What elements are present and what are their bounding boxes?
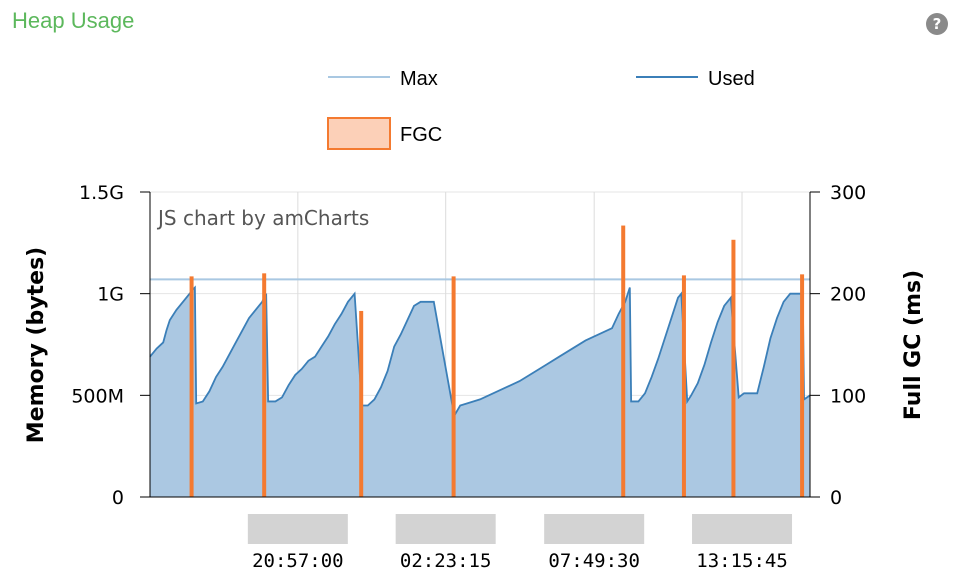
legend-used-label[interactable]: Used bbox=[708, 68, 755, 90]
plot-area bbox=[149, 225, 811, 498]
chart-legend: Max Used FGC bbox=[327, 68, 755, 150]
series-used-line[interactable] bbox=[149, 285, 811, 419]
x-tick-date-redacted bbox=[692, 514, 793, 544]
fgc-bar[interactable] bbox=[621, 225, 626, 498]
series-used-area bbox=[150, 287, 810, 497]
x-tick-label: 20:57:00 bbox=[252, 550, 344, 572]
x-tick-date-redacted bbox=[395, 514, 496, 544]
legend-fgc-label[interactable]: FGC bbox=[400, 124, 442, 146]
fgc-bar[interactable] bbox=[800, 274, 805, 497]
fgc-bar[interactable] bbox=[189, 276, 194, 497]
y-left-tick-label: 0 bbox=[112, 487, 124, 509]
question-circle-icon[interactable]: ? bbox=[926, 13, 948, 35]
y-left-tick-label: 1G bbox=[97, 284, 124, 306]
y-left-axis-title: Memory (bytes) bbox=[24, 247, 49, 443]
panel-title: Heap Usage bbox=[12, 8, 135, 33]
y-right-axis-title: Full GC (ms) bbox=[901, 270, 926, 420]
chart-credit[interactable]: JS chart by amCharts bbox=[156, 206, 369, 230]
y-right-tick-label: 0 bbox=[830, 487, 842, 509]
fgc-bar[interactable] bbox=[731, 239, 736, 498]
x-tick-label: 02:23:15 bbox=[400, 550, 492, 572]
legend-fgc-swatch[interactable] bbox=[327, 117, 391, 150]
fgc-bar[interactable] bbox=[681, 275, 686, 497]
fgc-bar[interactable] bbox=[451, 276, 456, 497]
y-left-tick-label: 1.5G bbox=[79, 182, 124, 204]
x-tick-date-redacted bbox=[247, 514, 348, 544]
chart-axes: 0 500M 1G 1.5G 0 100 200 300 20:57:00 02:23:15 07:… bbox=[71, 182, 866, 572]
fgc-bar[interactable] bbox=[359, 310, 364, 497]
legend-max-label[interactable]: Max bbox=[400, 68, 438, 90]
y-right-tick-label: 200 bbox=[830, 284, 866, 306]
y-left-tick-label: 500M bbox=[71, 385, 124, 407]
y-right-tick-label: 100 bbox=[830, 385, 866, 407]
x-tick-date-redacted bbox=[544, 514, 645, 544]
x-tick-label: 07:49:30 bbox=[548, 550, 640, 572]
y-right-tick-label: 300 bbox=[830, 182, 866, 204]
fgc-bar[interactable] bbox=[262, 273, 267, 497]
x-tick-label: 13:15:45 bbox=[696, 550, 788, 572]
